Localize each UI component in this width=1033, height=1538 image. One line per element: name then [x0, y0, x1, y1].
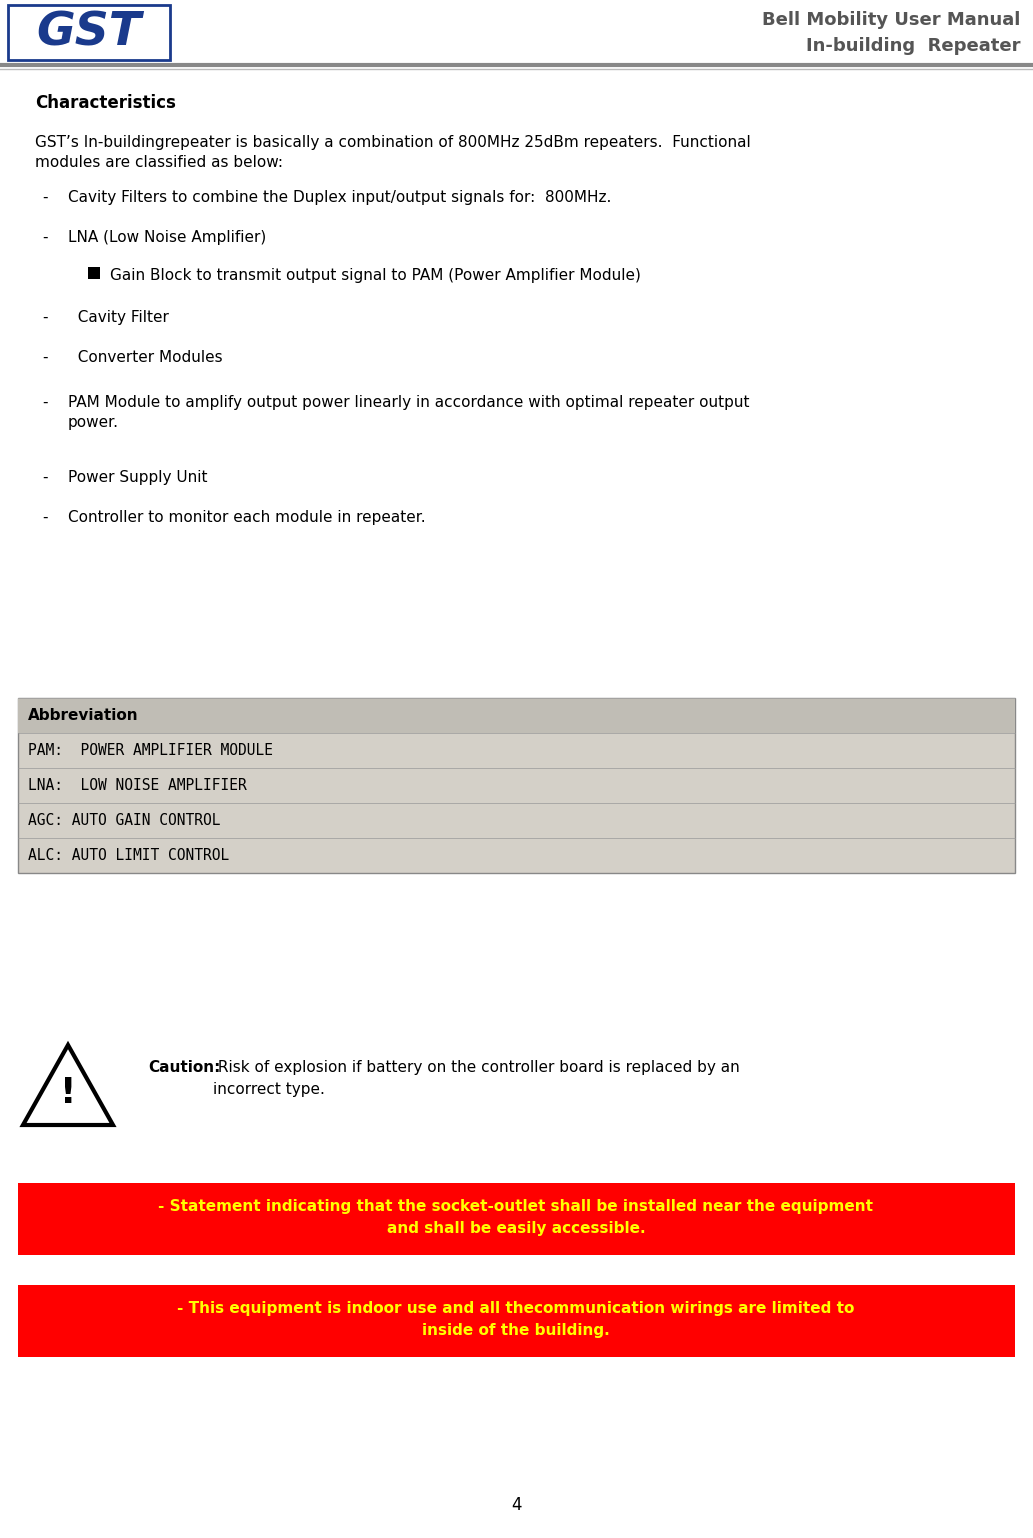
- Text: In-building  Repeater: In-building Repeater: [806, 37, 1020, 55]
- Text: GST: GST: [36, 11, 142, 55]
- Bar: [18, 698, 1015, 874]
- Text: PAM Module to amplify output power linearly in accordance with optimal repeater : PAM Module to amplify output power linea…: [68, 395, 750, 411]
- Text: -: -: [42, 311, 48, 325]
- Text: !: !: [60, 1077, 76, 1110]
- Text: Cavity Filters to combine the Duplex input/output signals for:  800MHz.: Cavity Filters to combine the Duplex inp…: [68, 191, 612, 205]
- Text: -: -: [42, 231, 48, 245]
- Text: Power Supply Unit: Power Supply Unit: [68, 471, 208, 484]
- Text: -: -: [42, 511, 48, 524]
- Text: -: -: [42, 471, 48, 484]
- Polygon shape: [23, 1044, 113, 1124]
- Text: Caution:: Caution:: [148, 1060, 220, 1075]
- Text: GST’s In-buildingrepeater is basically a combination of 800MHz 25dBm repeaters. : GST’s In-buildingrepeater is basically a…: [35, 135, 751, 151]
- Text: ALC: AUTO LIMIT CONTROL: ALC: AUTO LIMIT CONTROL: [28, 847, 229, 863]
- Text: PAM:  POWER AMPLIFIER MODULE: PAM: POWER AMPLIFIER MODULE: [28, 743, 273, 758]
- Text: Converter Modules: Converter Modules: [68, 351, 223, 365]
- Text: power.: power.: [68, 415, 119, 431]
- Text: - This equipment is indoor use and all thecommunication wirings are limited to: - This equipment is indoor use and all t…: [178, 1301, 854, 1317]
- Text: 4: 4: [510, 1496, 522, 1513]
- Text: Characteristics: Characteristics: [35, 94, 176, 112]
- Bar: [0, 0, 1033, 65]
- Text: inside of the building.: inside of the building.: [422, 1323, 609, 1338]
- Bar: [88, 268, 100, 278]
- Text: LNA:  LOW NOISE AMPLIFIER: LNA: LOW NOISE AMPLIFIER: [28, 778, 247, 794]
- Text: Bell Mobility User Manual: Bell Mobility User Manual: [761, 11, 1020, 29]
- Text: and shall be easily accessible.: and shall be easily accessible.: [386, 1221, 646, 1237]
- Text: Gain Block to transmit output signal to PAM (Power Amplifier Module): Gain Block to transmit output signal to …: [109, 268, 640, 283]
- Text: modules are classified as below:: modules are classified as below:: [35, 155, 283, 171]
- Bar: [18, 698, 1015, 874]
- Text: AGC: AUTO GAIN CONTROL: AGC: AUTO GAIN CONTROL: [28, 814, 220, 827]
- Text: Abbreviation: Abbreviation: [28, 707, 138, 723]
- Bar: [18, 698, 1015, 734]
- Text: -: -: [42, 351, 48, 365]
- Text: -: -: [42, 191, 48, 205]
- Text: LNA (Low Noise Amplifier): LNA (Low Noise Amplifier): [68, 231, 267, 245]
- Bar: [18, 1286, 1015, 1357]
- Text: incorrect type.: incorrect type.: [213, 1083, 324, 1097]
- Text: Controller to monitor each module in repeater.: Controller to monitor each module in rep…: [68, 511, 426, 524]
- Bar: [8, 5, 170, 60]
- Text: -: -: [42, 395, 48, 411]
- Text: - Statement indicating that the socket-outlet shall be installed near the equipm: - Statement indicating that the socket-o…: [158, 1200, 874, 1213]
- Text: Risk of explosion if battery on the controller board is replaced by an: Risk of explosion if battery on the cont…: [213, 1060, 740, 1075]
- Bar: [18, 1183, 1015, 1255]
- Text: Cavity Filter: Cavity Filter: [68, 311, 168, 325]
